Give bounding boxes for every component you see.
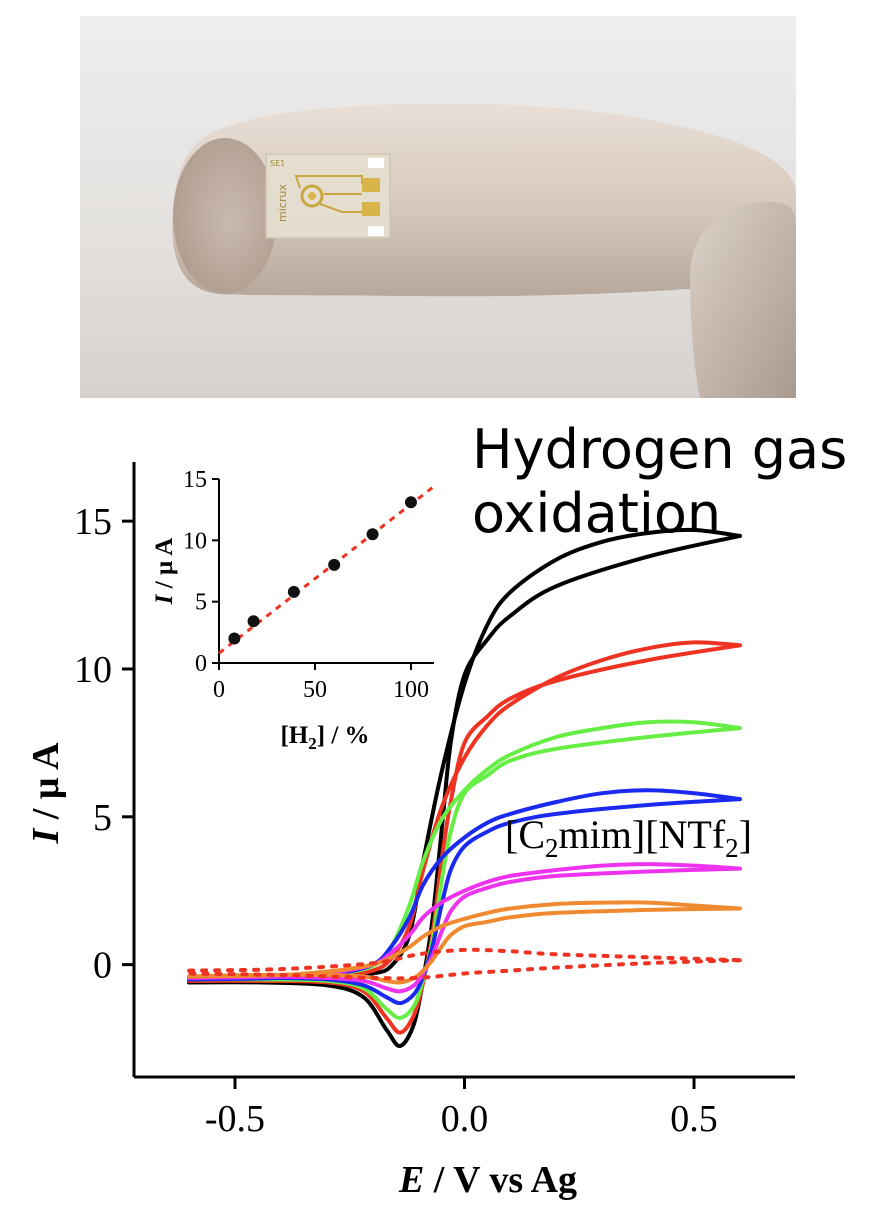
- inset-fit-line: [218, 485, 435, 655]
- cv-curve-7-forward: [187, 947, 742, 973]
- sensor-chip: SE1 micrux: [265, 153, 391, 239]
- inset-y-axis-label: I / µ A: [151, 538, 178, 606]
- main-y-tick-label: 0: [93, 945, 112, 987]
- main-x-tick-label: 0.5: [670, 1098, 718, 1140]
- headline-line-2: oxidation: [472, 482, 722, 545]
- inset-data-point: [328, 558, 341, 571]
- inset-x-tick-label: 50: [303, 677, 327, 703]
- inset-data-point: [366, 528, 379, 541]
- main-x-tick-label: 0.0: [441, 1098, 489, 1140]
- main-y-tick-label: 5: [93, 797, 112, 839]
- headline: Hydrogen gas oxidation: [472, 418, 847, 546]
- cv-curve-7-reverse: [187, 958, 742, 981]
- cv-curve-4-reverse: [187, 797, 742, 1006]
- headline-line-1: Hydrogen gas: [472, 418, 848, 481]
- inset-y-tick-label: 5: [195, 590, 207, 616]
- inset-chart: 0 5 10 15 0 50 100 [H2] / % I / µ A: [151, 467, 435, 753]
- inset-data-point: [287, 585, 300, 598]
- sensor-photo: SE1 micrux: [80, 16, 796, 398]
- inset-data-point: [404, 496, 417, 509]
- inset-x-axis-label: [H2] / %: [280, 722, 369, 753]
- cv-curve-1-reverse: [187, 533, 742, 1048]
- inset-data-point: [228, 632, 241, 645]
- cv-curve-5-forward: [187, 862, 742, 980]
- cv-curve-6-forward: [187, 900, 742, 979]
- inset-data-point: [247, 615, 260, 628]
- main-y-tick-label: 15: [74, 501, 112, 543]
- main-y-axis-label: I / µ A: [25, 742, 67, 845]
- chip-label-brand: micrux: [276, 184, 289, 222]
- cyclic-voltammetry-chart: 0 5 10 15 -0.5 0.0 0.5 E / V vs Ag I / µ A [C…: [25, 462, 795, 1201]
- main-x-axis-label: E / V vs Ag: [398, 1159, 577, 1201]
- electrolyte-annotation: [C2mim][NTf2]: [505, 812, 752, 863]
- inset-x-tick-label: 0: [213, 677, 225, 703]
- main-x-tick-label: -0.5: [205, 1098, 265, 1140]
- chip-label-se1: SE1: [270, 159, 285, 168]
- inset-x-tick-label: 100: [393, 677, 429, 703]
- cv-curve-5-reverse: [187, 866, 742, 994]
- inset-y-tick-label: 0: [195, 651, 207, 677]
- main-y-tick-label: 10: [74, 649, 112, 691]
- inset-y-tick-label: 15: [183, 467, 207, 493]
- inset-y-tick-label: 10: [183, 528, 207, 554]
